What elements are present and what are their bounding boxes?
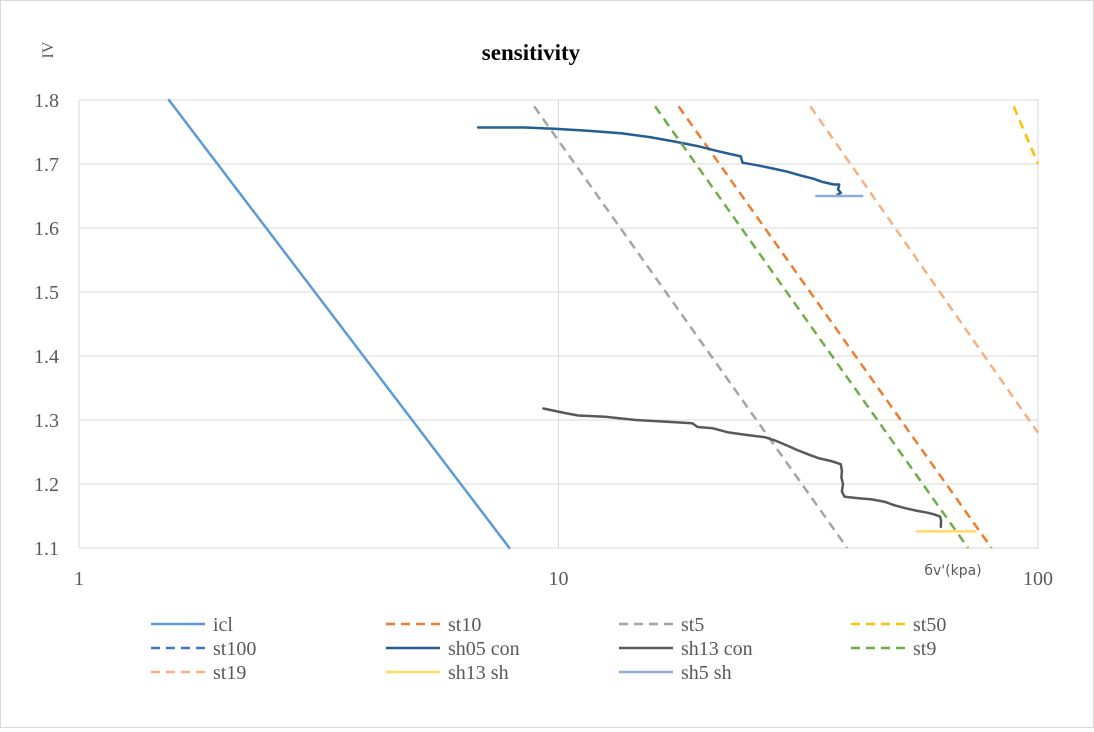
series-line-st50	[1012, 105, 1040, 165]
x-tick-label-1: 10	[549, 568, 569, 590]
x-tick-label-2: 100	[1023, 568, 1053, 590]
y-tick-label-0: 1.1	[34, 538, 59, 560]
legend-label-sh13-sh: sh13 sh	[448, 662, 509, 684]
y-tick-label-4: 1.5	[34, 282, 59, 304]
series-layer	[167, 98, 1040, 550]
grid-lines	[78, 99, 1039, 549]
y-tick-label-3: 1.4	[34, 346, 59, 368]
legend-label-sh13-con: sh13 con	[681, 638, 753, 660]
y-axis-label: IV	[40, 41, 57, 58]
legend-label-st100: st100	[213, 638, 256, 660]
series-line-st19	[809, 105, 1040, 434]
legend-label-sh05-con: sh05 con	[448, 638, 520, 660]
legend-label-st5: st5	[681, 614, 704, 636]
x-tick-label-0: 1	[74, 568, 84, 590]
legend-label-st19: st19	[213, 662, 246, 684]
legend-label-st50: st50	[913, 614, 946, 636]
y-tick-label-7: 1.8	[34, 90, 59, 112]
x-axis-label: бv'(kpa)	[924, 563, 981, 579]
chart-title: sensitivity	[482, 40, 581, 65]
y-tick-label-5: 1.6	[34, 218, 59, 240]
legend: icl st10 st5 st50 st100 sh05 con sh13 con st9 st…	[151, 614, 946, 684]
y-tick-label-1: 1.2	[34, 474, 59, 496]
legend-label-sh5-sh: sh5 sh	[681, 662, 732, 684]
series-line-st5	[533, 105, 849, 549]
series-line-sh05-con	[476, 126, 843, 196]
series-line-st10	[677, 105, 993, 549]
legend-label-icl: icl	[213, 614, 233, 636]
series-line-sh13-con	[542, 407, 943, 529]
tick-labels: 1.1 1.2 1.3 1.4 1.5 1.6 1.7 1.8 1 10 100	[34, 90, 1053, 590]
legend-label-st9: st9	[913, 638, 936, 660]
legend-label-st10: st10	[448, 614, 481, 636]
y-tick-label-2: 1.3	[34, 410, 59, 432]
series-line-st9	[654, 105, 970, 549]
series-line-icl	[167, 98, 511, 550]
y-tick-label-6: 1.7	[34, 154, 59, 176]
